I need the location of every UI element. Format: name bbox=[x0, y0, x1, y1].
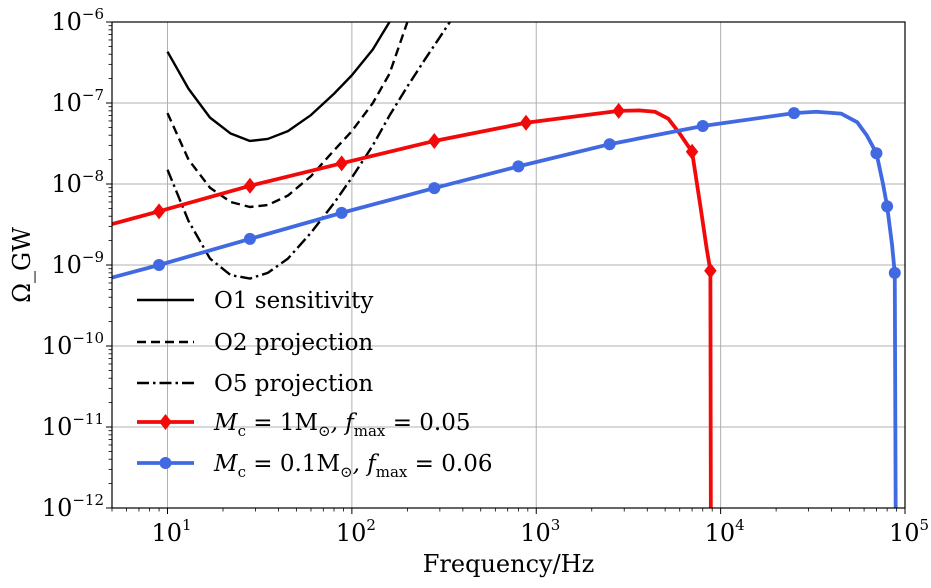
y-tick-label: 10−6 bbox=[51, 5, 104, 36]
y-tick-label: 10−9 bbox=[51, 248, 104, 279]
legend-marker-4 bbox=[159, 414, 172, 430]
series-4-marker bbox=[519, 114, 533, 131]
series-5-marker bbox=[428, 182, 441, 195]
series-5-marker bbox=[512, 160, 525, 173]
y-tick-label: 10−7 bbox=[51, 86, 104, 117]
series-line-1 bbox=[166, 22, 391, 143]
y-tick-label: 10−12 bbox=[42, 491, 104, 522]
y-tick-label: 10−8 bbox=[51, 167, 104, 198]
tick-layer bbox=[106, 21, 906, 514]
series-4-marker bbox=[685, 143, 699, 160]
series-4-marker bbox=[243, 177, 257, 194]
series-line-3 bbox=[166, 22, 451, 280]
series-4-marker bbox=[335, 155, 348, 172]
x-tick-label: 105 bbox=[889, 516, 929, 547]
series-line-4 bbox=[112, 108, 713, 508]
x-tick-label: 101 bbox=[151, 516, 191, 547]
series-5-marker bbox=[243, 232, 256, 245]
legend-label-4: Mc = 1M⊙, fmax = 0.05 bbox=[213, 410, 471, 440]
x-tick-label: 104 bbox=[705, 516, 745, 547]
x-axis-label: Frequency/Hz bbox=[423, 550, 594, 578]
x-tick-label: 103 bbox=[520, 516, 560, 547]
series-5-marker bbox=[881, 200, 894, 213]
series-4-marker bbox=[704, 262, 717, 279]
legend-label-1: O1 sensitivity bbox=[214, 288, 373, 314]
series-4-marker bbox=[152, 203, 166, 220]
y-tick-label: 10−11 bbox=[42, 410, 104, 441]
x-tick-labels: 101 102 103 104 105 bbox=[151, 516, 929, 547]
y-axis-label: Ω_GW bbox=[8, 227, 36, 303]
legend: O1 sensitivity O2 projection O5 projection… bbox=[137, 288, 492, 481]
series-5-marker bbox=[696, 120, 709, 133]
x-tick-label: 102 bbox=[336, 516, 376, 547]
legend-label-5: Mc = 0.1M⊙, fmax = 0.06 bbox=[213, 451, 492, 481]
y-tick-labels: 10−12 10−11 10−10 10−9 10−8 10−7 10−6 bbox=[42, 5, 104, 522]
legend-label-2: O2 projection bbox=[214, 330, 373, 356]
series-5-marker bbox=[603, 138, 616, 151]
series-line-2 bbox=[166, 22, 409, 209]
series-4-marker bbox=[428, 132, 441, 149]
series-5-marker bbox=[335, 206, 348, 219]
series-5-marker bbox=[888, 266, 901, 279]
series-5-marker bbox=[787, 107, 800, 120]
marker-layer bbox=[152, 102, 901, 279]
series-5-marker bbox=[870, 147, 883, 160]
legend-marker-5 bbox=[159, 457, 172, 469]
y-tick-label: 10−10 bbox=[42, 329, 104, 360]
series-4-marker bbox=[612, 102, 625, 119]
series-5-marker bbox=[153, 259, 166, 271]
legend-label-3: O5 projection bbox=[214, 371, 373, 397]
